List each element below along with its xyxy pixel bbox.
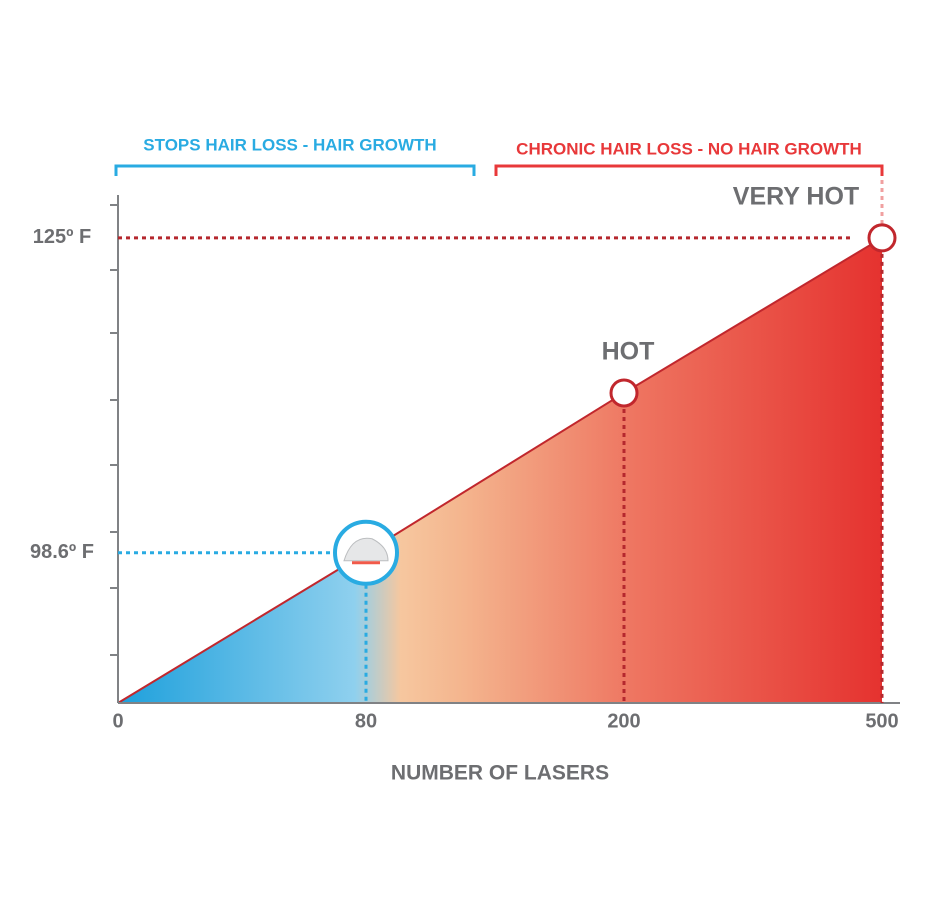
x-tick-label: 500 bbox=[865, 710, 898, 732]
header-left: STOPS HAIR LOSS - HAIR GROWTH bbox=[143, 135, 436, 154]
annotation: VERY HOT bbox=[733, 183, 859, 211]
x-axis-title: NUMBER OF LASERS bbox=[391, 762, 609, 785]
bracket-left bbox=[114, 164, 476, 176]
point-marker bbox=[609, 378, 639, 408]
x-tick-label: 0 bbox=[112, 710, 123, 732]
y-tick-label: 125º F bbox=[33, 226, 91, 248]
header-right: CHRONIC HAIR LOSS - NO HAIR GROWTH bbox=[516, 139, 862, 158]
line bbox=[117, 237, 883, 704]
x-tick-label: 80 bbox=[355, 710, 377, 732]
annotation: HOT bbox=[602, 338, 655, 366]
device-icon bbox=[343, 537, 389, 562]
bracket-right bbox=[494, 164, 884, 176]
point-marker bbox=[867, 223, 897, 253]
y-tick-label: 98.6º F bbox=[30, 541, 94, 563]
x-tick-label: 200 bbox=[607, 710, 640, 732]
plot: 98.6º F 125º F 0 80 200 500 HOT VERY HOT bbox=[30, 180, 900, 732]
